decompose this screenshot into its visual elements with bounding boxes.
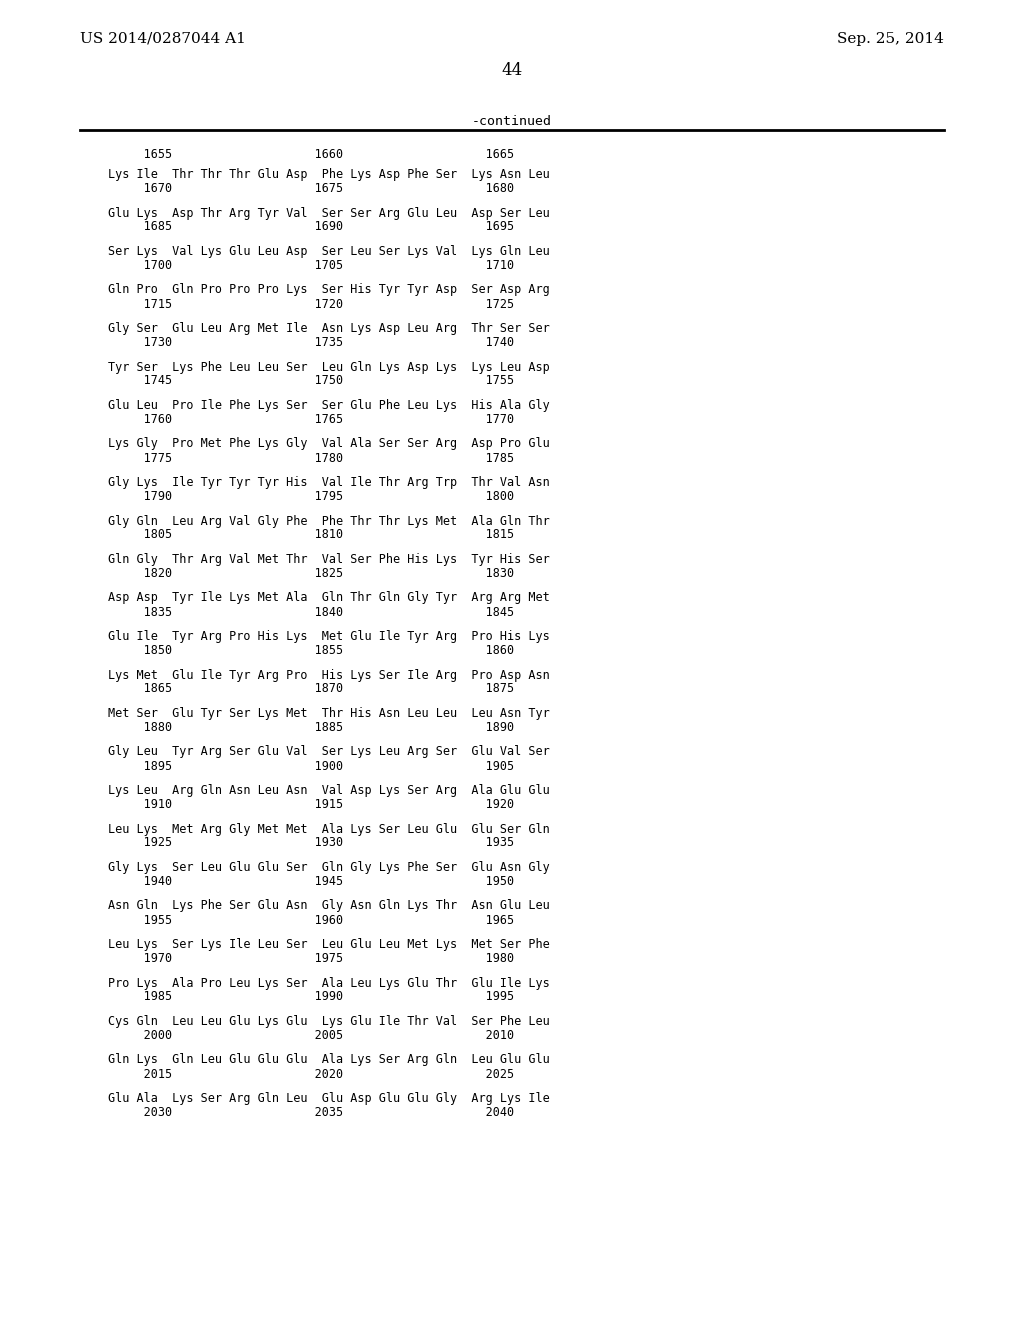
Text: 1940                    1945                    1950: 1940 1945 1950 (108, 875, 514, 888)
Text: Gln Lys  Gln Leu Glu Glu Glu  Ala Lys Ser Arg Gln  Leu Glu Glu: Gln Lys Gln Leu Glu Glu Glu Ala Lys Ser … (108, 1053, 550, 1067)
Text: Glu Leu  Pro Ile Phe Lys Ser  Ser Glu Phe Leu Lys  His Ala Gly: Glu Leu Pro Ile Phe Lys Ser Ser Glu Phe … (108, 399, 550, 412)
Text: Lys Leu  Arg Gln Asn Leu Asn  Val Asp Lys Ser Arg  Ala Glu Glu: Lys Leu Arg Gln Asn Leu Asn Val Asp Lys … (108, 784, 550, 797)
Text: Asn Gln  Lys Phe Ser Glu Asn  Gly Asn Gln Lys Thr  Asn Glu Leu: Asn Gln Lys Phe Ser Glu Asn Gly Asn Gln … (108, 899, 550, 912)
Text: Pro Lys  Ala Pro Leu Lys Ser  Ala Leu Lys Glu Thr  Glu Ile Lys: Pro Lys Ala Pro Leu Lys Ser Ala Leu Lys … (108, 977, 550, 990)
Text: US 2014/0287044 A1: US 2014/0287044 A1 (80, 32, 246, 46)
Text: 1700                    1705                    1710: 1700 1705 1710 (108, 259, 514, 272)
Text: 1790                    1795                    1800: 1790 1795 1800 (108, 490, 514, 503)
Text: Cys Gln  Leu Leu Glu Lys Glu  Lys Glu Ile Thr Val  Ser Phe Leu: Cys Gln Leu Leu Glu Lys Glu Lys Glu Ile … (108, 1015, 550, 1028)
Text: 2000                    2005                    2010: 2000 2005 2010 (108, 1030, 514, 1041)
Text: Tyr Ser  Lys Phe Leu Leu Ser  Leu Gln Lys Asp Lys  Lys Leu Asp: Tyr Ser Lys Phe Leu Leu Ser Leu Gln Lys … (108, 360, 550, 374)
Text: Gln Gly  Thr Arg Val Met Thr  Val Ser Phe His Lys  Tyr His Ser: Gln Gly Thr Arg Val Met Thr Val Ser Phe … (108, 553, 550, 566)
Text: Sep. 25, 2014: Sep. 25, 2014 (838, 32, 944, 46)
Text: 1835                    1840                    1845: 1835 1840 1845 (108, 606, 514, 619)
Text: Gly Lys  Ser Leu Glu Glu Ser  Gln Gly Lys Phe Ser  Glu Asn Gly: Gly Lys Ser Leu Glu Glu Ser Gln Gly Lys … (108, 861, 550, 874)
Text: Gly Lys  Ile Tyr Tyr Tyr His  Val Ile Thr Arg Trp  Thr Val Asn: Gly Lys Ile Tyr Tyr Tyr His Val Ile Thr … (108, 477, 550, 488)
Text: Leu Lys  Met Arg Gly Met Met  Ala Lys Ser Leu Glu  Glu Ser Gln: Leu Lys Met Arg Gly Met Met Ala Lys Ser … (108, 822, 550, 836)
Text: Gly Ser  Glu Leu Arg Met Ile  Asn Lys Asp Leu Arg  Thr Ser Ser: Gly Ser Glu Leu Arg Met Ile Asn Lys Asp … (108, 322, 550, 335)
Text: Glu Ala  Lys Ser Arg Gln Leu  Glu Asp Glu Glu Gly  Arg Lys Ile: Glu Ala Lys Ser Arg Gln Leu Glu Asp Glu … (108, 1092, 550, 1105)
Text: 1865                    1870                    1875: 1865 1870 1875 (108, 682, 514, 696)
Text: Gly Gln  Leu Arg Val Gly Phe  Phe Thr Thr Lys Met  Ala Gln Thr: Gly Gln Leu Arg Val Gly Phe Phe Thr Thr … (108, 515, 550, 528)
Text: Ser Lys  Val Lys Glu Leu Asp  Ser Leu Ser Lys Val  Lys Gln Leu: Ser Lys Val Lys Glu Leu Asp Ser Leu Ser … (108, 246, 550, 257)
Text: Glu Lys  Asp Thr Arg Tyr Val  Ser Ser Arg Glu Leu  Asp Ser Leu: Glu Lys Asp Thr Arg Tyr Val Ser Ser Arg … (108, 206, 550, 219)
Text: 1970                    1975                    1980: 1970 1975 1980 (108, 952, 514, 965)
Text: 1880                    1885                    1890: 1880 1885 1890 (108, 721, 514, 734)
Text: 1955                    1960                    1965: 1955 1960 1965 (108, 913, 514, 927)
Text: Asp Asp  Tyr Ile Lys Met Ala  Gln Thr Gln Gly Tyr  Arg Arg Met: Asp Asp Tyr Ile Lys Met Ala Gln Thr Gln … (108, 591, 550, 605)
Text: Lys Met  Glu Ile Tyr Arg Pro  His Lys Ser Ile Arg  Pro Asp Asn: Lys Met Glu Ile Tyr Arg Pro His Lys Ser … (108, 668, 550, 681)
Text: 44: 44 (502, 62, 522, 79)
Text: 1655                    1660                    1665: 1655 1660 1665 (108, 148, 514, 161)
Text: Lys Gly  Pro Met Phe Lys Gly  Val Ala Ser Ser Arg  Asp Pro Glu: Lys Gly Pro Met Phe Lys Gly Val Ala Ser … (108, 437, 550, 450)
Text: 2030                    2035                    2040: 2030 2035 2040 (108, 1106, 514, 1119)
Text: -continued: -continued (472, 115, 552, 128)
Text: 1775                    1780                    1785: 1775 1780 1785 (108, 451, 514, 465)
Text: 1805                    1810                    1815: 1805 1810 1815 (108, 528, 514, 541)
Text: 1670                    1675                    1680: 1670 1675 1680 (108, 182, 514, 195)
Text: Lys Ile  Thr Thr Thr Glu Asp  Phe Lys Asp Phe Ser  Lys Asn Leu: Lys Ile Thr Thr Thr Glu Asp Phe Lys Asp … (108, 168, 550, 181)
Text: 1745                    1750                    1755: 1745 1750 1755 (108, 375, 514, 388)
Text: 1760                    1765                    1770: 1760 1765 1770 (108, 413, 514, 426)
Text: 1850                    1855                    1860: 1850 1855 1860 (108, 644, 514, 657)
Text: 1820                    1825                    1830: 1820 1825 1830 (108, 568, 514, 579)
Text: 2015                    2020                    2025: 2015 2020 2025 (108, 1068, 514, 1081)
Text: 1685                    1690                    1695: 1685 1690 1695 (108, 220, 514, 234)
Text: Met Ser  Glu Tyr Ser Lys Met  Thr His Asn Leu Leu  Leu Asn Tyr: Met Ser Glu Tyr Ser Lys Met Thr His Asn … (108, 708, 550, 719)
Text: 1895                    1900                    1905: 1895 1900 1905 (108, 759, 514, 772)
Text: Gly Leu  Tyr Arg Ser Glu Val  Ser Lys Leu Arg Ser  Glu Val Ser: Gly Leu Tyr Arg Ser Glu Val Ser Lys Leu … (108, 746, 550, 759)
Text: Glu Ile  Tyr Arg Pro His Lys  Met Glu Ile Tyr Arg  Pro His Lys: Glu Ile Tyr Arg Pro His Lys Met Glu Ile … (108, 630, 550, 643)
Text: Leu Lys  Ser Lys Ile Leu Ser  Leu Glu Leu Met Lys  Met Ser Phe: Leu Lys Ser Lys Ile Leu Ser Leu Glu Leu … (108, 939, 550, 950)
Text: 1985                    1990                    1995: 1985 1990 1995 (108, 990, 514, 1003)
Text: Gln Pro  Gln Pro Pro Pro Lys  Ser His Tyr Tyr Asp  Ser Asp Arg: Gln Pro Gln Pro Pro Pro Lys Ser His Tyr … (108, 284, 550, 297)
Text: 1910                    1915                    1920: 1910 1915 1920 (108, 799, 514, 810)
Text: 1730                    1735                    1740: 1730 1735 1740 (108, 337, 514, 348)
Text: 1925                    1930                    1935: 1925 1930 1935 (108, 837, 514, 850)
Text: 1715                    1720                    1725: 1715 1720 1725 (108, 297, 514, 310)
